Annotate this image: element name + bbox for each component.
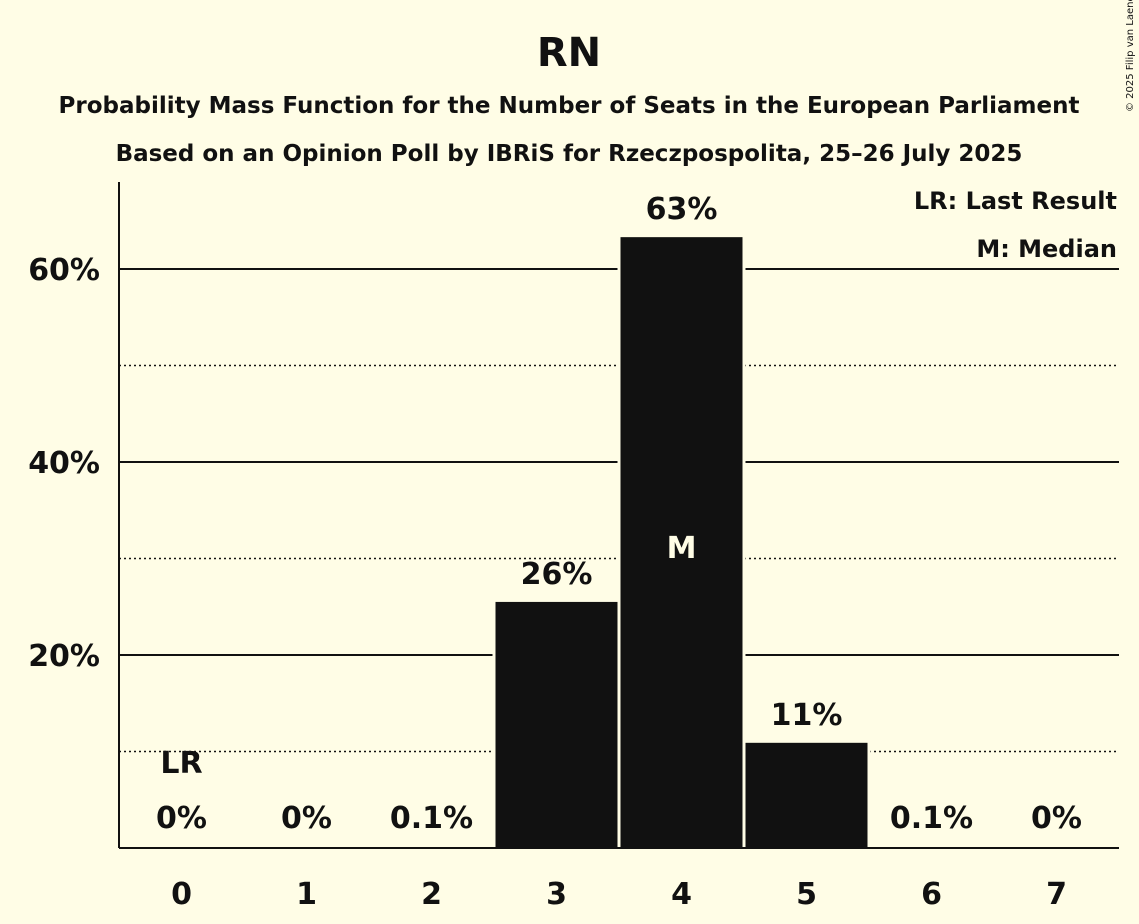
legend-median: M: Median xyxy=(976,235,1117,263)
x-tick-label: 5 xyxy=(796,877,817,912)
data-label-0: 0% xyxy=(156,801,207,836)
chart-subtitle: Probability Mass Function for the Number… xyxy=(59,93,1080,119)
legend-last-result: LR: Last Result xyxy=(914,187,1117,215)
y-tick-label: 60% xyxy=(28,253,100,288)
median-marker: M xyxy=(667,531,697,566)
y-tick-label: 20% xyxy=(28,639,100,674)
x-tick-label: 4 xyxy=(671,877,692,912)
data-label-1: 0% xyxy=(281,801,332,836)
data-label-3: 26% xyxy=(521,557,593,592)
x-tick-label: 7 xyxy=(1046,877,1067,912)
data-labels: 0% 0% 0.1% 26% 63% 11% 0.1% 0% M LR xyxy=(156,192,1082,836)
copyright-notice: © 2025 Filip van Laenen xyxy=(1125,0,1136,112)
bar-3 xyxy=(495,601,618,848)
x-tick-label: 3 xyxy=(546,877,567,912)
data-label-6: 0.1% xyxy=(890,801,973,836)
x-tick-label: 6 xyxy=(921,877,942,912)
data-label-7: 0% xyxy=(1031,801,1082,836)
bar-4 xyxy=(620,237,743,848)
bars xyxy=(492,236,871,848)
data-label-2: 0.1% xyxy=(390,801,473,836)
last-result-marker: LR xyxy=(160,746,202,781)
x-tick-label: 2 xyxy=(421,877,442,912)
x-axis-ticks: 0 1 2 3 4 5 6 7 xyxy=(171,877,1067,912)
y-tick-label: 40% xyxy=(28,446,100,481)
data-label-4: 63% xyxy=(646,192,718,227)
x-tick-label: 0 xyxy=(171,877,192,912)
data-label-5: 11% xyxy=(771,698,843,733)
bar-5 xyxy=(745,742,868,848)
y-axis-ticks: 20% 40% 60% xyxy=(28,253,100,674)
x-tick-label: 1 xyxy=(296,877,317,912)
chart-title: RN xyxy=(537,30,601,76)
chart-subtitle-poll: Based on an Opinion Poll by IBRiS for Rz… xyxy=(116,141,1023,167)
